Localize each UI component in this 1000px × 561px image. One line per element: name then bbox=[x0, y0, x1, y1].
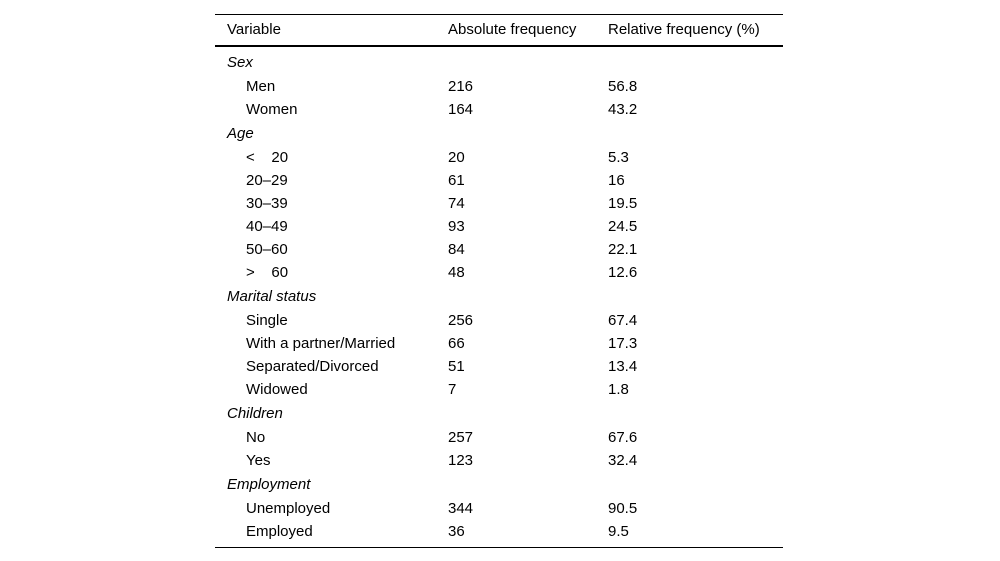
variable-cell: Employed bbox=[246, 523, 313, 540]
table-header-rule bbox=[215, 45, 783, 47]
variable-cell: 40–49 bbox=[246, 218, 288, 235]
column-header-relative-frequency: Relative frequency (%) bbox=[608, 21, 760, 38]
column-header-variable: Variable bbox=[227, 21, 281, 38]
absolute-frequency-cell: 74 bbox=[448, 195, 465, 212]
absolute-frequency-cell: 36 bbox=[448, 523, 465, 540]
absolute-frequency-cell: 216 bbox=[448, 78, 474, 95]
absolute-frequency-cell: 66 bbox=[448, 335, 465, 352]
variable-cell: Unemployed bbox=[246, 500, 331, 517]
relative-frequency-cell: 17.3 bbox=[608, 335, 638, 352]
relative-frequency-cell: 24.5 bbox=[608, 218, 638, 235]
variable-cell: With a partner/Married bbox=[246, 335, 396, 352]
variable-cell: 50–60 bbox=[246, 241, 288, 258]
relative-frequency-cell: 5.3 bbox=[608, 149, 629, 166]
table-row: Single 256 67.4 bbox=[215, 309, 783, 332]
relative-frequency-cell: 43.2 bbox=[608, 101, 638, 118]
variable-cell: Yes bbox=[246, 452, 271, 469]
category-label: Sex bbox=[227, 54, 253, 71]
relative-frequency-cell: 67.6 bbox=[608, 429, 638, 446]
table-row: Unemployed 344 90.5 bbox=[215, 497, 783, 520]
table-row: With a partner/Married 66 17.3 bbox=[215, 332, 783, 355]
table-header-row: Variable Absolute frequency Relative fre… bbox=[215, 15, 783, 45]
absolute-frequency-cell: 123 bbox=[448, 452, 474, 469]
relative-frequency-cell: 13.4 bbox=[608, 358, 638, 375]
table-row: Widowed 7 1.8 bbox=[215, 378, 783, 401]
table-top-rule bbox=[215, 14, 783, 15]
category-row: Employment bbox=[215, 472, 783, 497]
table-row: Separated/Divorced 51 13.4 bbox=[215, 355, 783, 378]
relative-frequency-cell: 67.4 bbox=[608, 312, 638, 329]
table-row: > 60 48 12.6 bbox=[215, 261, 783, 284]
category-label: Employment bbox=[227, 476, 311, 493]
variable-cell: Widowed bbox=[246, 381, 308, 398]
absolute-frequency-cell: 256 bbox=[448, 312, 474, 329]
relative-frequency-cell: 56.8 bbox=[608, 78, 638, 95]
category-label: Children bbox=[227, 405, 283, 422]
relative-frequency-cell: 9.5 bbox=[608, 523, 629, 540]
variable-cell: Women bbox=[246, 101, 298, 118]
table-body: Sex Men 216 56.8 Women 164 43.2 Age < 20 20 5.3 20–… bbox=[215, 47, 783, 547]
absolute-frequency-cell: 164 bbox=[448, 101, 474, 118]
column-header-absolute-frequency: Absolute frequency bbox=[448, 21, 577, 38]
table-row: < 20 20 5.3 bbox=[215, 146, 783, 169]
table-row: 40–49 93 24.5 bbox=[215, 215, 783, 238]
absolute-frequency-cell: 7 bbox=[448, 381, 457, 398]
absolute-frequency-cell: 48 bbox=[448, 264, 465, 281]
relative-frequency-cell: 90.5 bbox=[608, 500, 638, 517]
table-row: Employed 36 9.5 bbox=[215, 520, 783, 543]
variable-cell: Men bbox=[246, 78, 276, 95]
relative-frequency-cell: 12.6 bbox=[608, 264, 638, 281]
table-row: Yes 123 32.4 bbox=[215, 449, 783, 472]
frequency-table: Variable Absolute frequency Relative fre… bbox=[215, 14, 783, 548]
relative-frequency-cell: 19.5 bbox=[608, 195, 638, 212]
variable-cell: > 60 bbox=[246, 264, 289, 281]
category-label: Marital status bbox=[227, 288, 317, 305]
category-row: Age bbox=[215, 121, 783, 146]
table-row: Men 216 56.8 bbox=[215, 75, 783, 98]
absolute-frequency-cell: 257 bbox=[448, 429, 474, 446]
relative-frequency-cell: 16 bbox=[608, 172, 625, 189]
table-row: Women 164 43.2 bbox=[215, 98, 783, 121]
absolute-frequency-cell: 20 bbox=[448, 149, 465, 166]
absolute-frequency-cell: 344 bbox=[448, 500, 474, 517]
relative-frequency-cell: 22.1 bbox=[608, 241, 638, 258]
variable-cell: No bbox=[246, 429, 266, 446]
category-label: Age bbox=[227, 125, 254, 142]
variable-cell: Single bbox=[246, 312, 288, 329]
table-row: 30–39 74 19.5 bbox=[215, 192, 783, 215]
category-row: Sex bbox=[215, 50, 783, 75]
category-row: Marital status bbox=[215, 284, 783, 309]
relative-frequency-cell: 32.4 bbox=[608, 452, 638, 469]
table-row: 50–60 84 22.1 bbox=[215, 238, 783, 261]
table-row: No 257 67.6 bbox=[215, 426, 783, 449]
variable-cell: Separated/Divorced bbox=[246, 358, 379, 375]
table-bottom-rule bbox=[215, 547, 783, 548]
absolute-frequency-cell: 51 bbox=[448, 358, 465, 375]
absolute-frequency-cell: 93 bbox=[448, 218, 465, 235]
absolute-frequency-cell: 61 bbox=[448, 172, 465, 189]
variable-cell: 30–39 bbox=[246, 195, 288, 212]
variable-cell: < 20 bbox=[246, 149, 289, 166]
category-row: Children bbox=[215, 401, 783, 426]
absolute-frequency-cell: 84 bbox=[448, 241, 465, 258]
variable-cell: 20–29 bbox=[246, 172, 288, 189]
table-row: 20–29 61 16 bbox=[215, 169, 783, 192]
relative-frequency-cell: 1.8 bbox=[608, 381, 629, 398]
